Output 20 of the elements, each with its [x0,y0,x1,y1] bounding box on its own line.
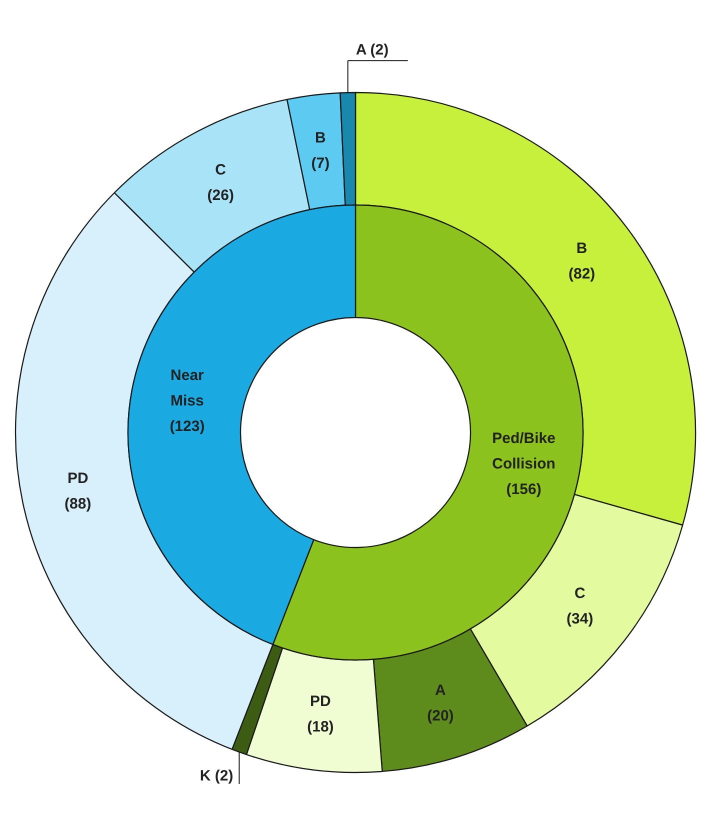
data-label: (18) [307,718,334,736]
text: Near Miss [170,366,204,410]
slice-label: B [576,240,588,258]
slice-label: PD [67,470,88,487]
data-label: (7) [311,155,330,172]
category-label: A (2) [356,42,389,59]
text: Ped/Bike Collision [492,430,556,473]
data-label: (34) [566,610,594,628]
slice-label: K (2) [200,767,234,784]
data-label: (123) [170,418,205,435]
data-label: (156) [506,481,542,498]
data-label: (26) [207,187,234,204]
slice-label: A [435,682,446,699]
slice-label: PD [310,692,332,710]
slice-label: C [215,162,226,179]
data-label: (88) [64,495,92,512]
data-label: (20) [427,707,454,724]
slice-label: B [315,130,326,147]
data-label: (82) [568,266,596,283]
slice-label: C [574,584,586,602]
